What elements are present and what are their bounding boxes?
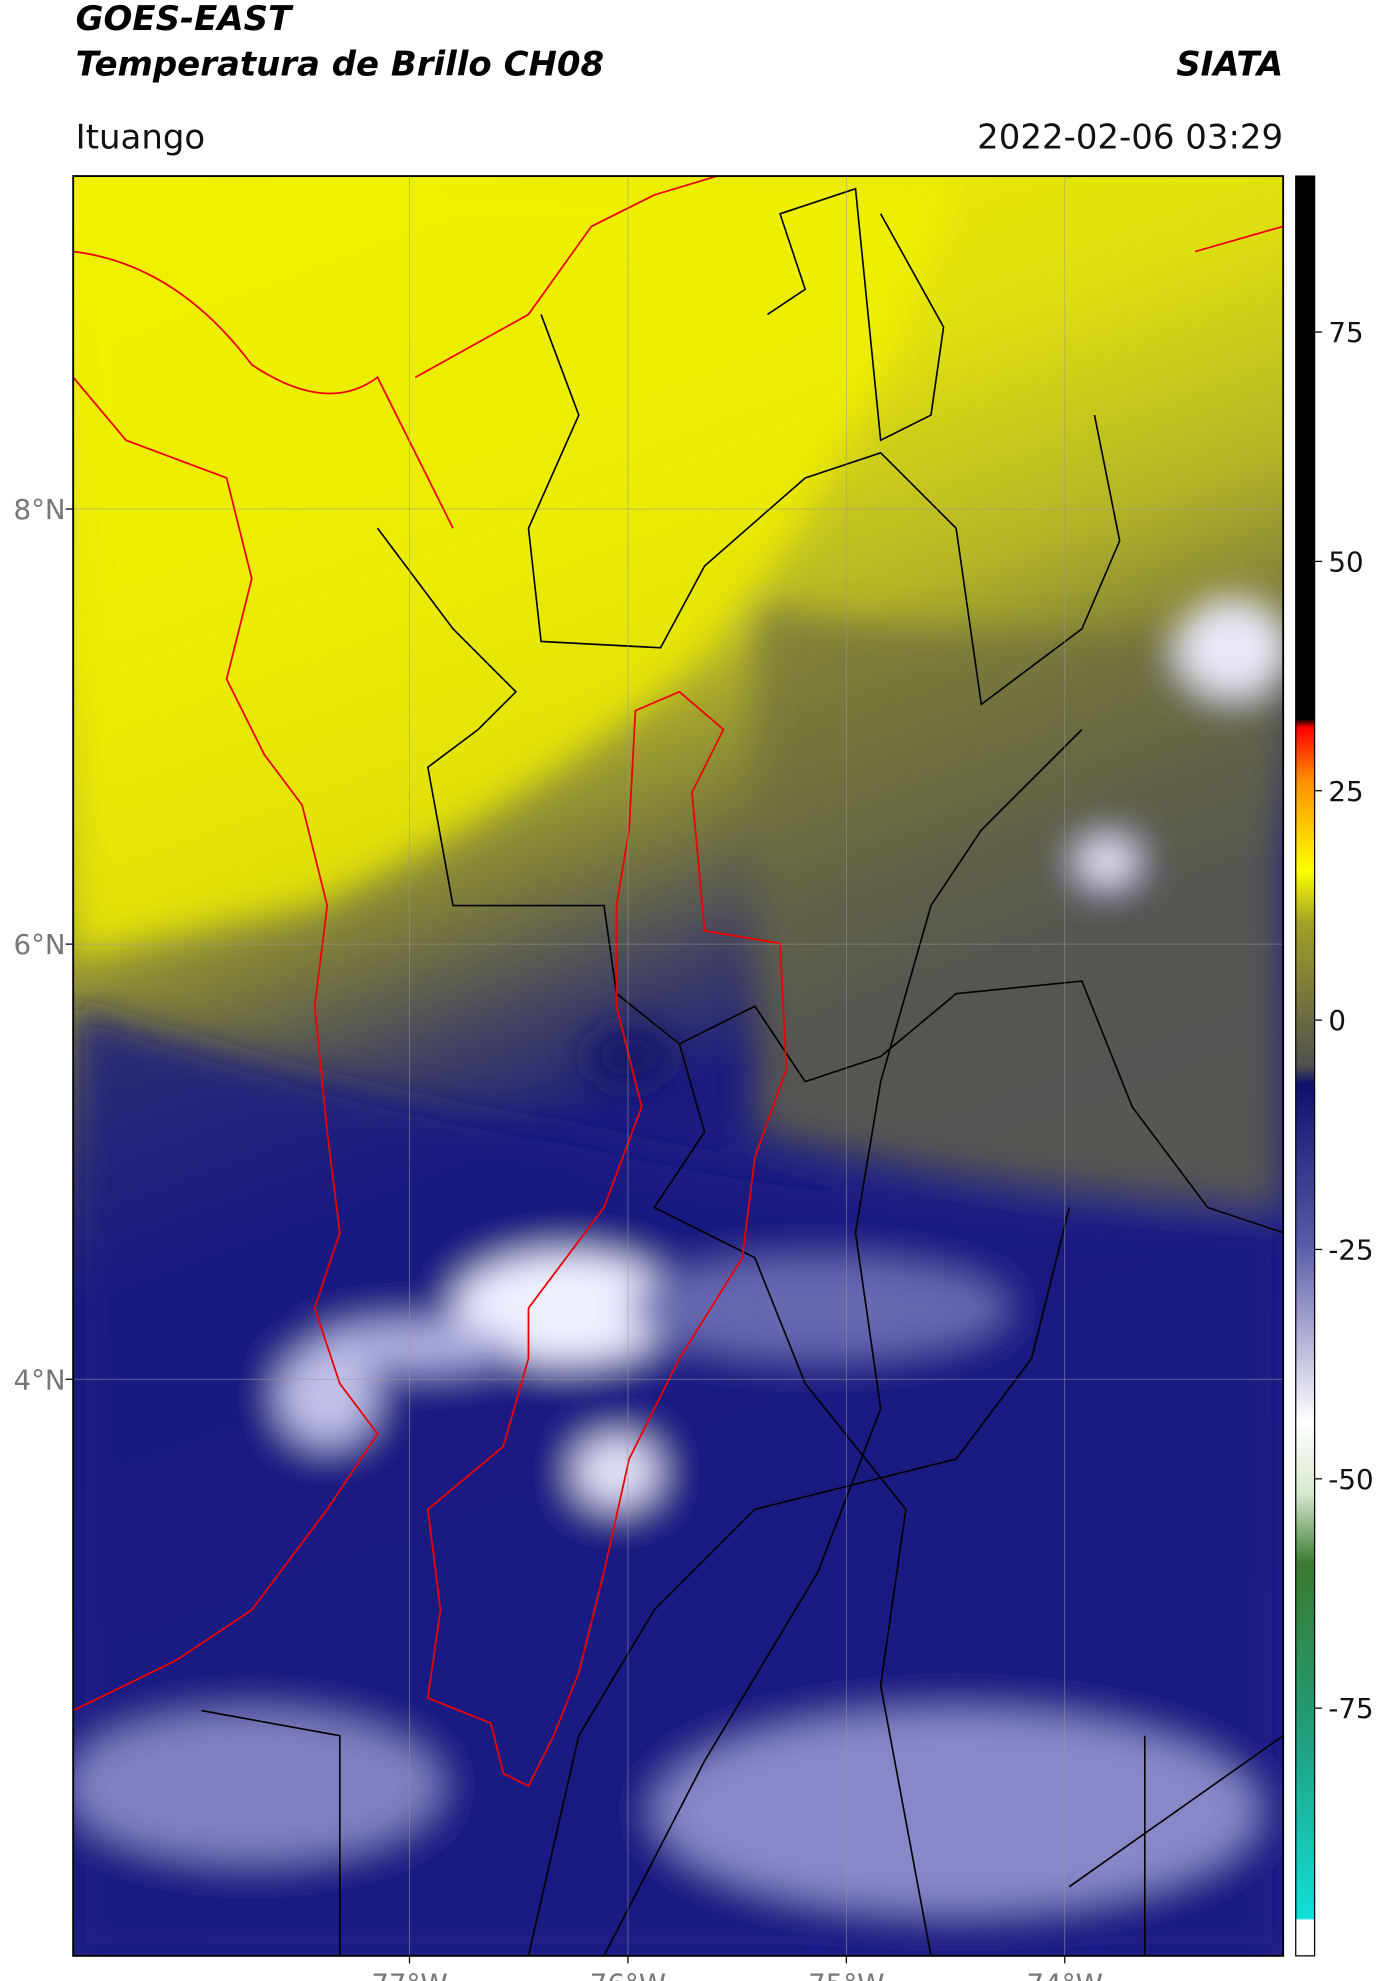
title: GOES-EAST	[76, 0, 294, 39]
x-tick-label: 74°W	[1027, 1968, 1103, 1981]
y-tick-label: 6°N	[14, 928, 66, 961]
colorbar-tick-label: -50	[1328, 1463, 1373, 1496]
x-tick-label: 76°W	[590, 1968, 666, 1981]
datetime: 2022-02-06 03:29	[977, 117, 1283, 157]
coastline	[73, 176, 1284, 1788]
subtitle: Temperatura de Brillo CH08	[76, 44, 604, 84]
colorbar-tick-label: 50	[1328, 545, 1363, 578]
source: SIATA	[1176, 44, 1283, 84]
colorbar-tick-label: 75	[1328, 316, 1363, 349]
map-frame	[72, 175, 1285, 1957]
colorbar-tick-label: 0	[1328, 1004, 1346, 1037]
grid	[73, 176, 1284, 1956]
colorbar-tick-label: -25	[1328, 1234, 1373, 1267]
x-tick-label: 75°W	[808, 1968, 884, 1981]
y-tick-label: 4°N	[14, 1363, 66, 1396]
map	[73, 176, 1284, 1956]
colorbar-tick-label: 25	[1328, 775, 1363, 808]
colorbar	[1295, 175, 1316, 1957]
x-tick-label: 77°W	[371, 1968, 447, 1981]
y-tick-label: 8°N	[14, 493, 66, 526]
location: Ituango	[76, 117, 206, 157]
colorbar-tick-label: -75	[1328, 1692, 1373, 1725]
admin-borders	[201, 187, 1284, 1956]
